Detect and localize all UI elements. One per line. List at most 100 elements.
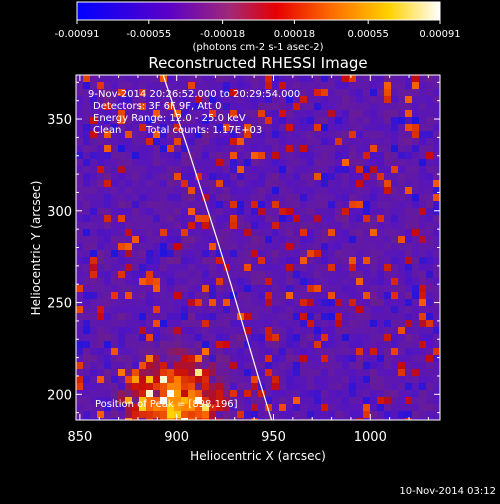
heatmap-cell: [258, 341, 265, 348]
heatmap-cell: [195, 96, 202, 103]
heatmap-cell: [412, 201, 419, 208]
heatmap-cell: [153, 355, 160, 362]
heatmap-cell: [104, 75, 111, 82]
heatmap-cell: [209, 271, 216, 278]
heatmap-cell: [111, 131, 118, 138]
heatmap-cell: [349, 404, 356, 411]
heatmap-cell: [132, 201, 139, 208]
heatmap-cell: [391, 152, 398, 159]
heatmap-cell: [286, 96, 293, 103]
heatmap-cell: [342, 397, 349, 404]
heatmap-cell: [111, 250, 118, 257]
heatmap-cell: [314, 194, 321, 201]
heatmap-cell: [328, 194, 335, 201]
heatmap-cell: [314, 187, 321, 194]
heatmap-cell: [125, 173, 132, 180]
heatmap-cell: [412, 397, 419, 404]
heatmap-cell: [237, 320, 244, 327]
heatmap-cell: [363, 320, 370, 327]
heatmap-cell: [286, 299, 293, 306]
heatmap-cell: [342, 390, 349, 397]
heatmap-cell: [244, 208, 251, 215]
heatmap-cell: [377, 362, 384, 369]
heatmap-cell: [237, 306, 244, 313]
heatmap-cell: [405, 404, 412, 411]
heatmap-cell: [139, 306, 146, 313]
heatmap-cell: [244, 355, 251, 362]
heatmap-cell: [209, 82, 216, 89]
heatmap-cell: [118, 390, 125, 397]
heatmap-cell: [286, 215, 293, 222]
annotation-counts: Total counts: 1.17E+03: [145, 125, 262, 136]
heatmap-cell: [97, 376, 104, 383]
heatmap-cell: [398, 201, 405, 208]
heatmap-cell: [272, 306, 279, 313]
heatmap-cell: [349, 418, 356, 420]
heatmap-cell: [223, 180, 230, 187]
heatmap-cell: [195, 292, 202, 299]
heatmap-cell: [209, 285, 216, 292]
heatmap-cell: [153, 369, 160, 376]
heatmap-cell: [132, 341, 139, 348]
heatmap-cell: [244, 292, 251, 299]
heatmap-cell: [426, 89, 433, 96]
heatmap-cell: [125, 187, 132, 194]
heatmap-cell: [209, 257, 216, 264]
heatmap-cell: [349, 201, 356, 208]
heatmap-cell: [139, 348, 146, 355]
heatmap-cell: [195, 180, 202, 187]
heatmap-cell: [335, 320, 342, 327]
heatmap-cell: [370, 299, 377, 306]
heatmap-cell: [363, 117, 370, 124]
heatmap-cell: [300, 82, 307, 89]
heatmap-cell: [300, 327, 307, 334]
heatmap-cell: [258, 376, 265, 383]
heatmap-cell: [153, 138, 160, 145]
heatmap-cell: [97, 222, 104, 229]
heatmap-cell: [251, 306, 258, 313]
heatmap-cell: [174, 96, 181, 103]
heatmap-cell: [384, 348, 391, 355]
heatmap-cell: [419, 362, 426, 369]
heatmap-cell: [342, 110, 349, 117]
heatmap-cell: [97, 271, 104, 278]
heatmap-cell: [279, 411, 286, 418]
heatmap-cell: [279, 180, 286, 187]
heatmap-cell: [111, 236, 118, 243]
heatmap-cell: [139, 215, 146, 222]
heatmap-cell: [321, 383, 328, 390]
heatmap-cell: [167, 369, 174, 376]
heatmap-cell: [181, 229, 188, 236]
heatmap-cell: [244, 103, 251, 110]
heatmap-cell: [90, 222, 97, 229]
heatmap-cell: [300, 110, 307, 117]
annotation-peak: Position of Peak = [898,196]: [95, 399, 238, 410]
heatmap-cell: [76, 383, 83, 390]
heatmap-cell: [223, 229, 230, 236]
heatmap-cell: [125, 418, 132, 420]
heatmap-cell: [132, 376, 139, 383]
heatmap-cell: [153, 418, 160, 420]
heatmap-cell: [167, 355, 174, 362]
heatmap-cell: [146, 243, 153, 250]
heatmap-cell: [258, 348, 265, 355]
heatmap-cell: [251, 404, 258, 411]
heatmap-cell: [398, 166, 405, 173]
heatmap-cell: [377, 194, 384, 201]
heatmap-cell: [244, 194, 251, 201]
heatmap-cell: [244, 313, 251, 320]
heatmap-cell: [384, 341, 391, 348]
heatmap-cell: [202, 173, 209, 180]
heatmap-cell: [321, 208, 328, 215]
heatmap-cell: [146, 222, 153, 229]
heatmap-cell: [300, 180, 307, 187]
heatmap-cell: [307, 271, 314, 278]
heatmap-cell: [265, 138, 272, 145]
heatmap-cell: [363, 264, 370, 271]
heatmap-cell: [279, 383, 286, 390]
heatmap-cell: [223, 418, 230, 420]
heatmap-cell: [433, 362, 440, 369]
heatmap-cell: [216, 201, 223, 208]
heatmap-cell: [237, 411, 244, 418]
heatmap-cell: [174, 166, 181, 173]
